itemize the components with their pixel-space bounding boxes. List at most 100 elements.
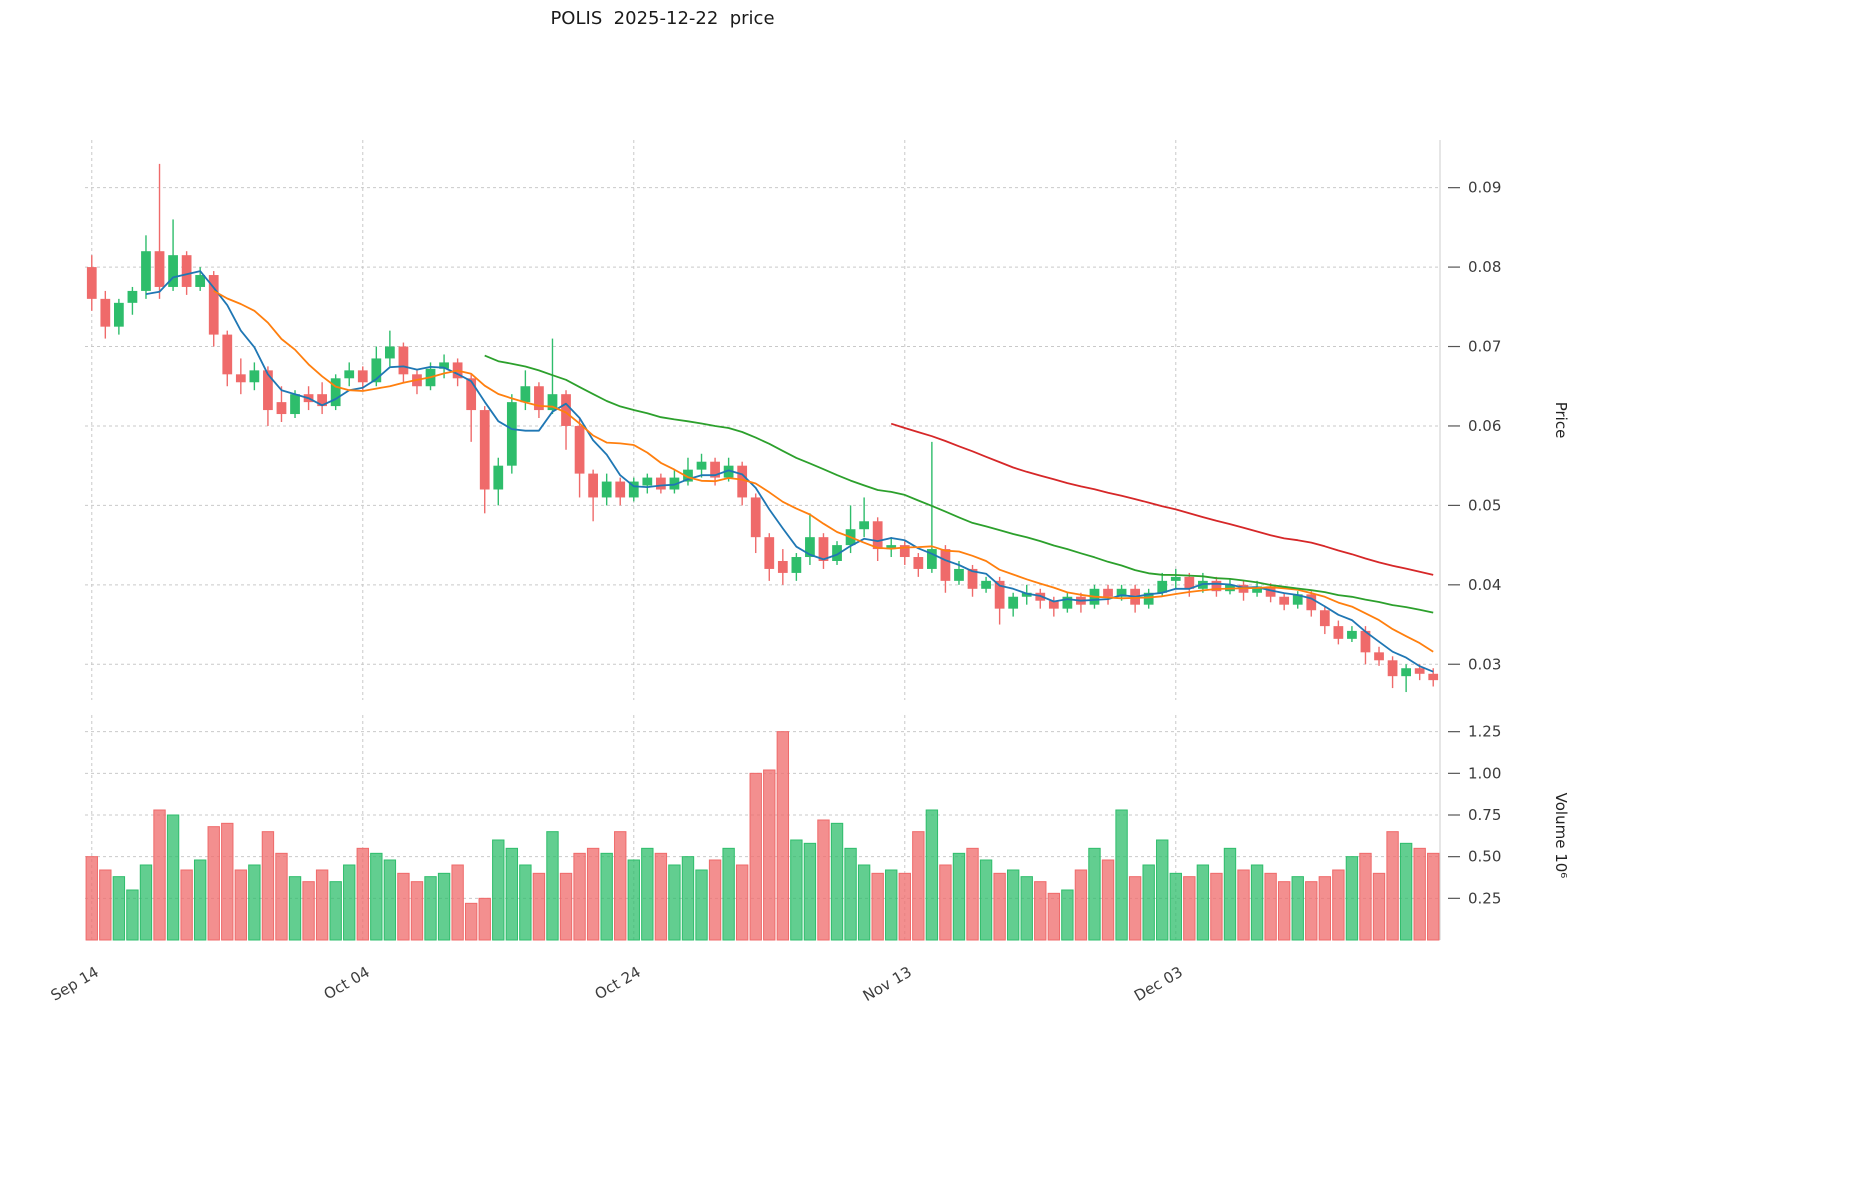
volume-bar: [912, 831, 925, 941]
candle-body: [466, 378, 477, 411]
candle-body: [1048, 600, 1059, 609]
candle-body: [1143, 592, 1154, 605]
volume-bar: [1128, 876, 1142, 941]
volume-bar: [1277, 881, 1291, 941]
candle-body: [1347, 630, 1357, 639]
candle-body: [1401, 668, 1412, 677]
volume-bar: [939, 864, 952, 941]
volume-bar: [112, 876, 126, 941]
volume-bar: [1020, 876, 1033, 941]
ma-line-sma60: [890, 422, 1434, 576]
volume-bar: [1169, 872, 1182, 941]
volume-bar: [546, 831, 559, 941]
candle-body: [832, 545, 842, 561]
volume-bar: [234, 869, 248, 941]
volume-bar: [248, 864, 261, 941]
volume-bar: [586, 847, 600, 941]
candle-body: [913, 557, 924, 569]
volume-bar: [695, 869, 708, 941]
volume-bar: [85, 856, 98, 941]
volume-bar: [1183, 876, 1196, 941]
candle-body: [791, 557, 802, 573]
volume-bar: [1427, 852, 1440, 941]
volume-bar: [993, 872, 1006, 941]
volume-bar: [1223, 847, 1237, 941]
volume-bar: [410, 881, 424, 941]
volume-bar: [315, 869, 329, 941]
volume-bar: [614, 831, 627, 941]
candle-body: [249, 370, 260, 383]
volume-bar: [464, 902, 478, 941]
svg-text:0.04: 0.04: [1468, 576, 1501, 594]
svg-text:1.25: 1.25: [1468, 723, 1501, 741]
volume-bar: [370, 852, 383, 941]
volume-bar: [857, 864, 871, 941]
candle-body: [561, 394, 571, 426]
volume-bar: [451, 864, 464, 941]
volume-bar: [1237, 869, 1250, 941]
candle-body: [1211, 580, 1222, 592]
candle-body: [344, 370, 355, 379]
volume-bar: [126, 889, 139, 941]
volume-bar: [735, 864, 749, 941]
candle-body: [195, 275, 206, 287]
volume-bar: [1291, 876, 1304, 941]
volume-bar: [1115, 809, 1128, 941]
candle-body: [1319, 610, 1330, 627]
volume-bar: [1034, 881, 1047, 941]
volume-bar: [952, 852, 966, 941]
candle-body: [926, 549, 937, 569]
volume-bar: [383, 859, 397, 941]
volume-bar: [925, 809, 939, 941]
volume-bar: [1250, 864, 1264, 941]
volume-bar: [681, 856, 695, 941]
candle-body: [777, 560, 788, 573]
candle-body: [1184, 576, 1195, 589]
candle-body: [940, 549, 951, 581]
candle-body: [493, 465, 504, 490]
volume-bar: [641, 847, 654, 941]
volume-bar: [99, 869, 112, 941]
candle-body: [222, 334, 233, 375]
volume-bar: [844, 847, 857, 941]
volume-bar: [776, 731, 790, 941]
volume-bar: [261, 831, 275, 941]
svg-text:0.05: 0.05: [1468, 496, 1501, 514]
x-axis: Sep 14 Oct 04 Oct 24 Nov 13 Dec 03: [48, 963, 1186, 1005]
svg-text:Price: Price: [1552, 402, 1570, 439]
ma-lines: [145, 270, 1434, 673]
candle-body: [1374, 652, 1384, 661]
candle-body: [1414, 668, 1425, 674]
candle-body: [154, 251, 165, 287]
svg-text:1.00: 1.00: [1468, 764, 1501, 782]
candle-body: [371, 358, 382, 383]
candle-body: [1252, 586, 1262, 593]
candle-body: [954, 568, 964, 581]
candle-body: [1279, 596, 1290, 605]
volume-bar: [275, 852, 288, 941]
candle-body: [1116, 588, 1127, 597]
volume-bar: [600, 852, 613, 941]
candle-body: [967, 568, 978, 589]
volume-bar: [356, 847, 369, 941]
svg-text:Volume 10⁶: Volume 10⁶: [1552, 793, 1570, 879]
svg-text:0.75: 0.75: [1468, 806, 1501, 824]
candle-body: [601, 481, 612, 498]
candle-body: [100, 298, 111, 327]
volume-bar: [343, 864, 356, 941]
volume-bar: [302, 881, 315, 941]
candle-body: [872, 521, 883, 550]
volume-bar: [207, 826, 220, 941]
candle-body: [330, 378, 341, 407]
volume-bar: [1006, 869, 1020, 941]
volume-bar: [221, 822, 234, 941]
volume-bar: [1156, 839, 1169, 941]
volume-bar: [437, 872, 451, 941]
volume-bar: [153, 809, 166, 941]
chart-title: POLIS 2025-12-22 price: [550, 8, 775, 29]
volume-bar: [749, 772, 762, 941]
svg-text:0.06: 0.06: [1468, 417, 1501, 435]
svg-text:Nov 13: Nov 13: [860, 963, 915, 1005]
volume-bar: [505, 847, 519, 941]
